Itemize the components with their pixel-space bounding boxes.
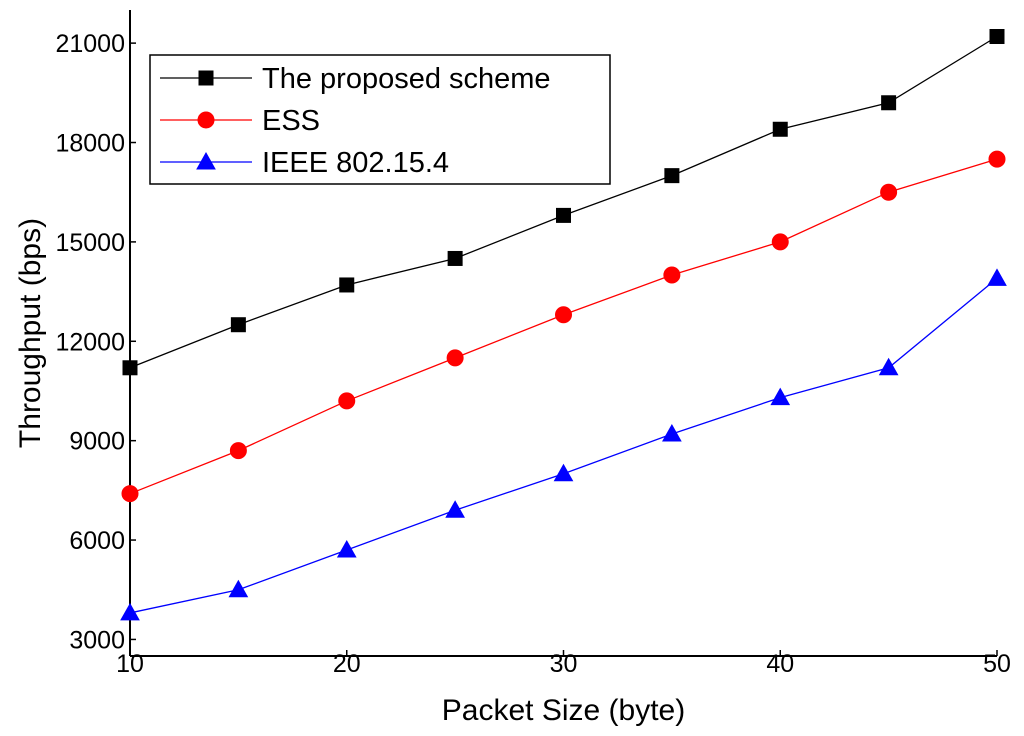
y-tick-label: 9000 — [69, 428, 125, 456]
series-layer — [120, 29, 1007, 621]
y-ticks: 3000 6000 9000 12000 15000 18000 21000 — [55, 30, 136, 654]
y-tick-label: 12000 — [55, 328, 125, 356]
data-point — [555, 306, 572, 324]
series-2 — [120, 268, 1007, 621]
data-point — [662, 424, 682, 442]
data-point — [881, 95, 897, 111]
series-1 — [121, 150, 1006, 503]
data-point — [120, 602, 140, 621]
data-point — [447, 250, 463, 266]
legend-label: ESS — [262, 105, 320, 137]
legend-marker — [196, 151, 216, 170]
data-point — [553, 463, 574, 482]
data-point — [987, 268, 1007, 286]
data-point — [770, 387, 791, 406]
data-point — [121, 485, 139, 503]
data-point — [664, 168, 680, 184]
y-tick-label: 18000 — [55, 130, 125, 158]
data-point — [988, 150, 1006, 168]
data-point — [771, 233, 789, 251]
legend-marker — [197, 111, 215, 129]
legend-label: IEEE 802.15.4 — [262, 147, 449, 179]
x-tick-label: 10 — [116, 650, 144, 678]
data-point — [556, 207, 571, 223]
legend-marker — [198, 70, 214, 86]
data-point — [878, 357, 899, 376]
data-point — [338, 392, 356, 410]
data-point — [445, 500, 465, 518]
series-line — [129, 277, 998, 614]
data-point — [336, 539, 357, 558]
y-axis-title: Throughput (bps) — [14, 218, 47, 448]
legend: The proposed scheme ESS IEEE 802.15.4 — [149, 54, 611, 185]
data-point — [663, 266, 681, 284]
legend-item: ESS — [160, 105, 320, 137]
data-point — [229, 442, 247, 460]
data-point — [122, 360, 138, 376]
y-tick-label: 15000 — [55, 229, 125, 257]
data-point — [772, 121, 788, 137]
y-tick-label: 6000 — [69, 527, 125, 555]
data-point — [339, 277, 355, 293]
x-axis-title: Packet Size (byte) — [442, 694, 685, 727]
y-tick-label: 21000 — [55, 30, 125, 58]
x-ticks: 10 20 30 40 50 — [116, 650, 1011, 678]
y-tick-label: 3000 — [69, 626, 125, 654]
x-tick-label: 50 — [983, 650, 1011, 678]
legend-label: The proposed scheme — [262, 63, 551, 95]
series-0 — [122, 29, 1005, 376]
data-point — [446, 349, 464, 367]
legend-item: The proposed scheme — [160, 63, 551, 95]
data-point — [228, 579, 249, 598]
data-point — [230, 317, 246, 333]
x-tick-label: 40 — [766, 650, 794, 678]
x-tick-label: 20 — [333, 650, 361, 678]
data-point — [989, 29, 1005, 45]
data-point — [880, 183, 898, 201]
legend-item: IEEE 802.15.4 — [160, 147, 449, 179]
x-tick-label: 30 — [550, 650, 578, 678]
